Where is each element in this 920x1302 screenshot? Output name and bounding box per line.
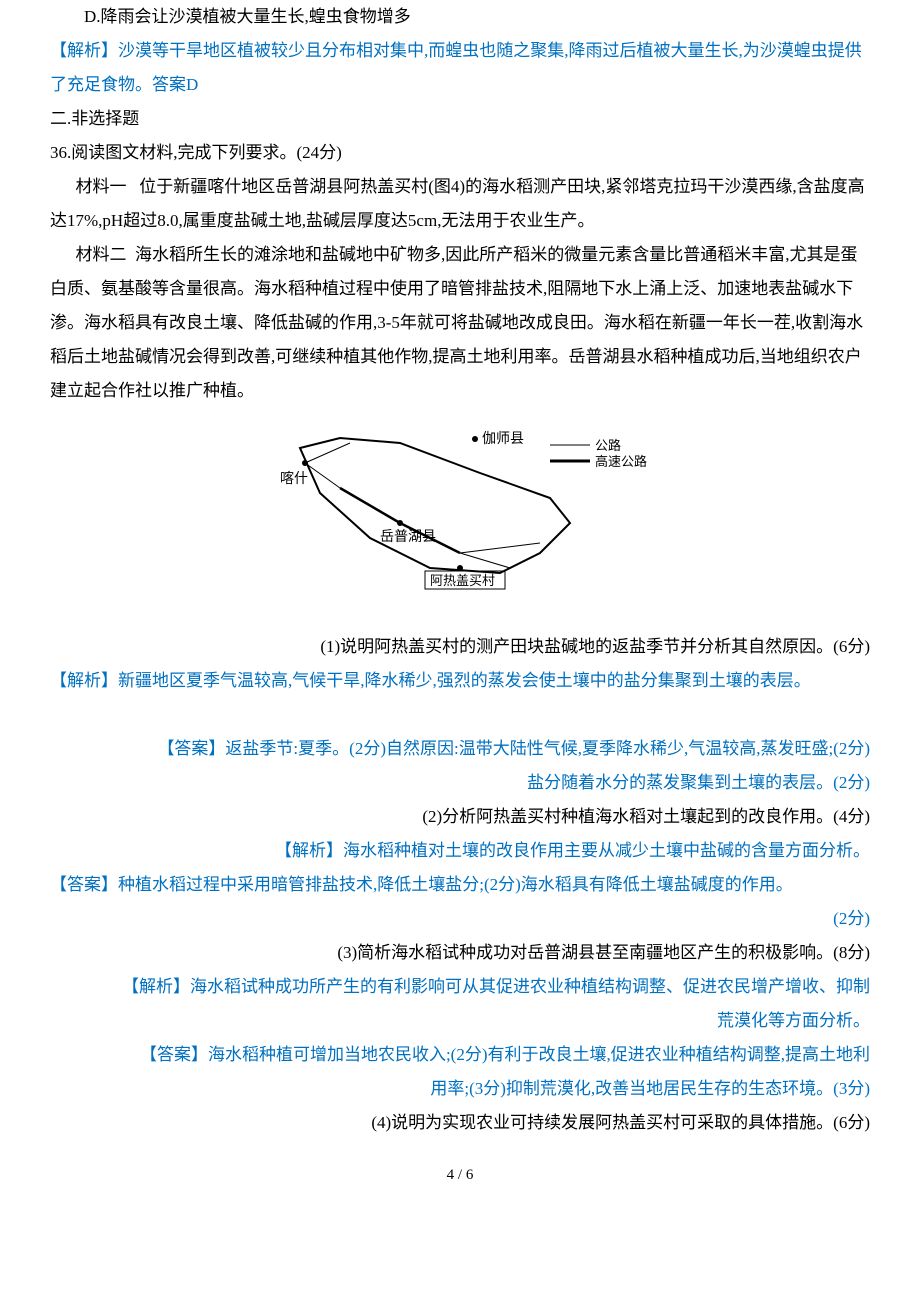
material-2-text: 海水稻所生长的滩涂地和盐碱地中矿物多,因此所产稻米的微量元素含量比普通稻米丰富,…	[50, 245, 863, 400]
road-2	[305, 463, 340, 488]
city-areigaimai-marker	[457, 565, 463, 571]
road-4	[460, 543, 540, 553]
highway-1	[340, 488, 400, 523]
q36-4: (4)说明为实现农业可持续发展阿热盖买村可采取的具体措施。(6分)	[50, 1106, 870, 1140]
material-1: 材料一 位于新疆喀什地区岳普湖县阿热盖买村(图4)的海水稻测产田块,紧邻塔克拉玛…	[50, 170, 870, 238]
road-3	[460, 553, 510, 568]
q36-1-answer-2: 盐分随着水分的蒸发聚集到土壤的表层。(2分)	[50, 766, 870, 800]
legend-highway-label: 高速公路	[595, 454, 647, 469]
q36-2-answer-2: (2分)	[50, 902, 870, 936]
q36-1: (1)说明阿热盖买村的测产田块盐碱地的返盐季节并分析其自然原因。(6分)	[50, 630, 870, 664]
material-1-label: 材料一	[76, 177, 127, 196]
q36-title: 36.阅读图文材料,完成下列要求。(24分)	[50, 136, 870, 170]
legend-road-label: 公路	[595, 438, 621, 453]
q36-1-analysis: 【解析】新疆地区夏季气温较高,气候干旱,降水稀少,强烈的蒸发会使土壤中的盐分集聚…	[50, 664, 870, 698]
map-figure: 喀什 岳普湖县 阿热盖买村 伽师县 公路 高速公路	[50, 423, 870, 615]
city-jiashi-marker	[472, 436, 478, 442]
q36-1-answer-1: 【答案】返盐季节:夏季。(2分)自然原因:温带大陆性气候,夏季降水稀少,气温较高…	[50, 732, 870, 766]
material-1-text: 位于新疆喀什地区岳普湖县阿热盖买村(图4)的海水稻测产田块,紧邻塔克拉玛干沙漠西…	[50, 177, 865, 230]
q36-2-answer-1: 【答案】种植水稻过程中采用暗管排盐技术,降低土壤盐分;(2分)海水稻具有降低土壤…	[50, 868, 870, 902]
q36-3-answer-1: 【答案】海水稻种植可增加当地农民收入;(2分)有利于改良土壤,促进农业种植结构调…	[50, 1038, 870, 1072]
q36-3-analysis-1: 【解析】海水稻试种成功所产生的有利影响可从其促进农业种植结构调整、促进农民增产增…	[50, 970, 870, 1004]
material-2-label: 材料二	[76, 245, 127, 264]
analysis-35: 【解析】沙漠等干旱地区植被较少且分布相对集中,而蝗虫也随之聚集,降雨过后植被大量…	[50, 34, 870, 102]
option-d: D.降雨会让沙漠植被大量生长,蝗虫食物增多	[50, 0, 870, 34]
page-number: 4 / 6	[50, 1160, 870, 1190]
q36-3: (3)简析海水稻试种成功对岳普湖县甚至南疆地区产生的积极影响。(8分)	[50, 936, 870, 970]
city-jiashi-label: 伽师县	[482, 431, 524, 447]
section-2-heading: 二.非选择题	[50, 102, 870, 136]
q36-2-analysis: 【解析】海水稻种植对土壤的改良作用主要从减少土壤中盐碱的含量方面分析。	[50, 834, 870, 868]
q36-2: (2)分析阿热盖买村种植海水稻对土壤起到的改良作用。(4分)	[50, 800, 870, 834]
material-2: 材料二 海水稻所生长的滩涂地和盐碱地中矿物多,因此所产稻米的微量元素含量比普通稻…	[50, 238, 870, 408]
q36-3-answer-2: 用率;(3分)抑制荒漠化,改善当地居民生存的生态环境。(3分)	[50, 1072, 870, 1106]
q36-3-analysis-2: 荒漠化等方面分析。	[50, 1004, 870, 1038]
region-boundary	[300, 438, 570, 573]
city-kashgar-label: 喀什	[280, 471, 308, 487]
city-areigaimai-label: 阿热盖买村	[430, 573, 495, 588]
map-svg: 喀什 岳普湖县 阿热盖买村 伽师县 公路 高速公路	[250, 423, 670, 603]
